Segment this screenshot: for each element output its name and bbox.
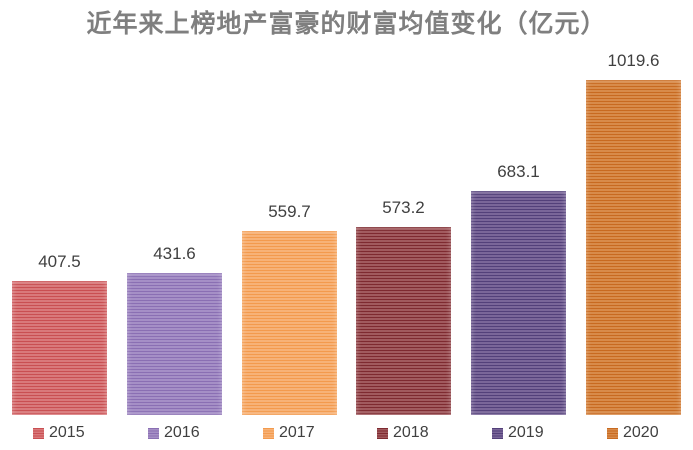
legend-label: 2016 [164, 424, 200, 441]
legend-label: 2019 [508, 424, 544, 441]
legend-label: 2020 [623, 424, 659, 441]
chart-legend: 2015 2016 2017 2018 2019 2020 [0, 424, 693, 446]
legend-item-2017: 2017 [263, 424, 315, 442]
data-label-2015: 407.5 [38, 252, 81, 271]
chart-title: 近年来上榜地产富豪的财富均值变化（亿元） [86, 9, 607, 38]
legend-item-2015: 2015 [33, 424, 85, 442]
legend-swatch-icon [33, 427, 44, 439]
bar-2015 [12, 281, 107, 415]
data-label-2019: 683.1 [497, 162, 540, 181]
data-label-2020: 1019.6 [607, 51, 660, 70]
legend-swatch-icon [607, 427, 618, 439]
legend-swatch-icon [148, 427, 159, 439]
legend-swatch-icon [377, 427, 388, 439]
legend-label: 2018 [393, 424, 429, 441]
legend-item-2020: 2020 [607, 424, 659, 442]
data-label-2018: 573.2 [382, 198, 425, 217]
bar-2018 [356, 227, 451, 415]
legend-swatch-icon [492, 427, 503, 439]
legend-label: 2017 [279, 424, 315, 441]
legend-swatch-icon [263, 427, 274, 439]
legend-item-2019: 2019 [492, 424, 544, 442]
bar-2019 [471, 191, 566, 415]
legend-item-2016: 2016 [148, 424, 200, 442]
data-label-2017: 559.7 [268, 202, 311, 221]
legend-item-2018: 2018 [377, 424, 429, 442]
bar-2017 [242, 231, 337, 415]
bar-2020 [586, 80, 681, 415]
legend-label: 2015 [49, 424, 85, 441]
bar-2016 [127, 273, 222, 415]
data-label-2016: 431.6 [153, 244, 196, 263]
